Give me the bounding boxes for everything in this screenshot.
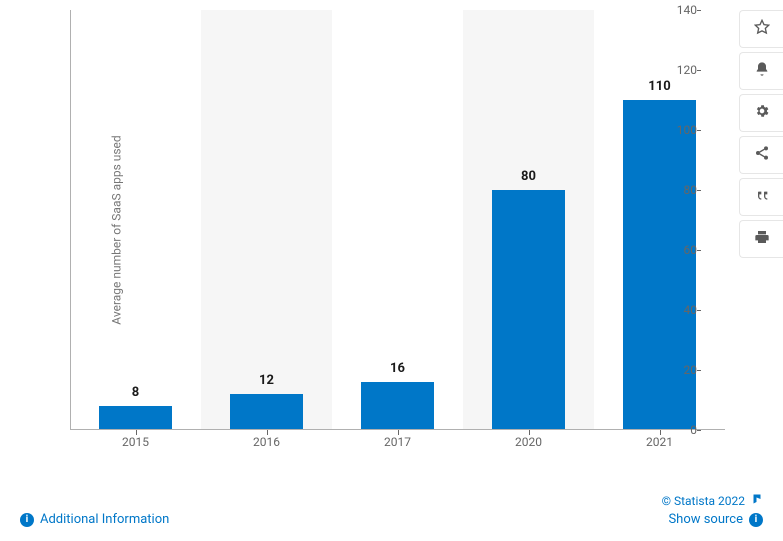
favorite-button[interactable] <box>739 10 783 48</box>
gear-icon <box>754 103 770 123</box>
bar[interactable] <box>623 100 695 430</box>
y-tick-label: 60 <box>667 243 697 257</box>
x-tick-label: 2021 <box>646 435 673 449</box>
y-tick-mark <box>697 130 701 131</box>
bar-value-label: 12 <box>259 373 274 388</box>
y-tick-mark <box>697 10 701 11</box>
info-icon: i <box>20 513 34 527</box>
show-source-link[interactable]: Show source i <box>668 512 763 527</box>
print-icon <box>754 229 770 249</box>
x-tick-label: 2016 <box>253 435 280 449</box>
bar[interactable] <box>99 406 171 430</box>
alt-band <box>201 10 332 430</box>
chart-plot: 8 12 16 80 110 <box>70 10 725 430</box>
x-tick-label: 2017 <box>384 435 411 449</box>
bar[interactable] <box>361 382 433 430</box>
bell-icon <box>754 61 770 81</box>
bar-value-label: 16 <box>390 361 405 376</box>
y-tick-label: 120 <box>667 63 697 77</box>
copyright-label: © Statista 2022 <box>662 494 745 508</box>
x-tick-mark <box>267 430 268 435</box>
y-tick-label: 100 <box>667 123 697 137</box>
share-icon <box>754 145 770 165</box>
bar-value-label: 8 <box>132 385 139 400</box>
x-tick-mark <box>529 430 530 435</box>
y-tick-label: 20 <box>667 363 697 377</box>
show-source-label: Show source <box>668 512 743 527</box>
y-tick-mark <box>697 370 701 371</box>
external-link-icon <box>751 493 763 508</box>
x-tick-label: 2015 <box>122 435 149 449</box>
additional-info-label: Additional Information <box>40 512 169 527</box>
chart-toolbar <box>739 10 783 258</box>
bar-value-label: 110 <box>648 79 670 94</box>
y-tick-mark <box>697 250 701 251</box>
quote-icon <box>754 187 770 207</box>
x-tick-mark <box>660 430 661 435</box>
y-tick-mark <box>697 70 701 71</box>
x-tick-mark <box>398 430 399 435</box>
chart-area: Average number of SaaS apps used 8121680… <box>50 10 725 450</box>
share-button[interactable] <box>739 136 783 174</box>
y-tick-mark <box>697 430 701 431</box>
bar-value-label: 80 <box>521 169 536 184</box>
y-tick-mark <box>697 190 701 191</box>
y-tick-label: 40 <box>667 303 697 317</box>
bar[interactable] <box>230 394 302 430</box>
copyright-link[interactable]: © Statista 2022 <box>662 493 763 508</box>
cite-button[interactable] <box>739 178 783 216</box>
notify-button[interactable] <box>739 52 783 90</box>
x-tick-mark <box>136 430 137 435</box>
chart-footer: i Additional Information © Statista 2022… <box>20 493 763 527</box>
y-tick-mark <box>697 310 701 311</box>
star-icon <box>754 19 770 39</box>
settings-button[interactable] <box>739 94 783 132</box>
bar[interactable] <box>492 190 564 430</box>
x-tick-label: 2020 <box>515 435 542 449</box>
y-tick-label: 140 <box>667 3 697 17</box>
print-button[interactable] <box>739 220 783 258</box>
info-icon: i <box>749 513 763 527</box>
additional-info-link[interactable]: i Additional Information <box>20 512 169 527</box>
footer-right: © Statista 2022 Show source i <box>662 493 763 527</box>
y-tick-label: 80 <box>667 183 697 197</box>
